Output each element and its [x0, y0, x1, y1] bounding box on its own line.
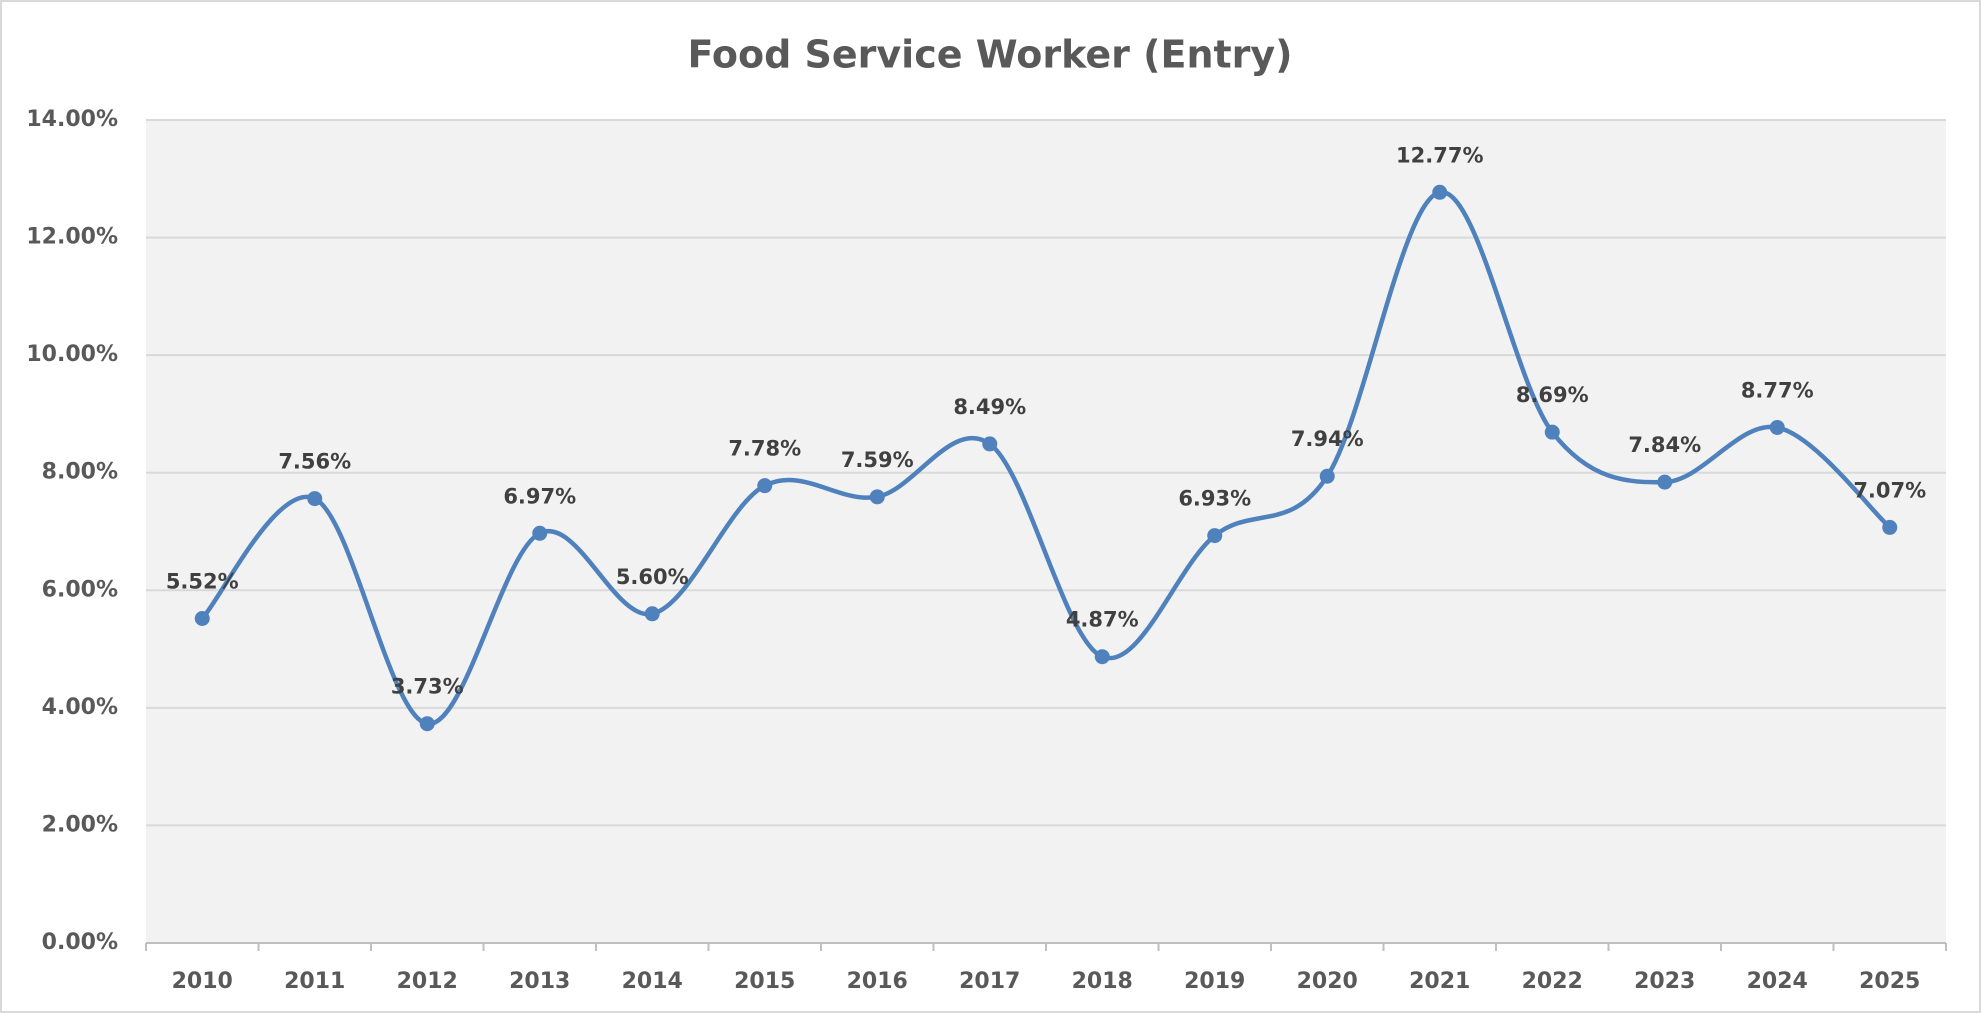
data-label: 6.93% — [1178, 487, 1251, 511]
data-label: 5.60% — [616, 565, 689, 589]
data-label: 7.84% — [1628, 433, 1701, 457]
point — [307, 491, 323, 507]
point — [1657, 474, 1673, 490]
x-tick-label: 2010 — [172, 969, 233, 994]
data-label: 8.49% — [953, 395, 1026, 419]
point — [1319, 468, 1335, 484]
x-tick-label: 2017 — [959, 969, 1020, 994]
point — [1544, 424, 1560, 440]
x-tick-label: 2020 — [1297, 969, 1358, 994]
plot-area — [146, 120, 1946, 943]
x-tick-label: 2011 — [284, 969, 345, 994]
data-label: 7.78% — [728, 437, 801, 461]
x-tick-label: 2019 — [1184, 969, 1245, 994]
y-tick-label: 6.00% — [42, 577, 118, 602]
x-tick-label: 2013 — [509, 969, 570, 994]
y-tick-label: 8.00% — [42, 460, 118, 485]
series-line — [200, 190, 1892, 726]
data-label: 7.94% — [1291, 427, 1364, 451]
point — [757, 478, 773, 494]
point — [1769, 419, 1785, 435]
point — [644, 606, 660, 622]
x-tick-label: 2012 — [397, 969, 458, 994]
point — [982, 436, 998, 452]
point — [1432, 184, 1448, 200]
x-tick-label: 2014 — [622, 969, 683, 994]
data-label: 7.56% — [278, 450, 351, 474]
x-tick-label: 2025 — [1859, 969, 1920, 994]
data-label: 7.07% — [1853, 478, 1926, 502]
data-label: 7.59% — [841, 448, 914, 472]
y-tick-label: 4.00% — [42, 695, 118, 720]
data-label: 8.69% — [1516, 383, 1589, 407]
y-tick-label: 0.00% — [42, 930, 118, 955]
point — [532, 525, 548, 541]
x-tick-label: 2023 — [1634, 969, 1695, 994]
point — [1882, 519, 1898, 535]
y-tick-label: 10.00% — [26, 342, 118, 367]
data-label: 3.73% — [391, 675, 464, 699]
x-tick-label: 2018 — [1072, 969, 1133, 994]
chart-title: Food Service Worker (Entry) — [687, 33, 1292, 77]
data-label: 5.52% — [166, 570, 239, 594]
data-label: 6.97% — [503, 484, 576, 508]
x-tick-label: 2021 — [1409, 969, 1470, 994]
data-label: 4.87% — [1066, 608, 1139, 632]
data-label: 12.77% — [1396, 143, 1483, 167]
y-tick-label: 2.00% — [42, 812, 118, 837]
y-tick-label: 12.00% — [26, 225, 118, 250]
x-tick-label: 2022 — [1522, 969, 1583, 994]
data-label: 8.77% — [1741, 378, 1814, 402]
x-tick-label: 2024 — [1747, 969, 1808, 994]
point — [1094, 649, 1110, 665]
point — [419, 716, 435, 732]
point — [869, 489, 885, 505]
x-tick-label: 2015 — [734, 969, 795, 994]
point — [194, 611, 210, 627]
x-tick-label: 2016 — [847, 969, 908, 994]
y-tick-label: 14.00% — [26, 107, 118, 132]
point — [1207, 528, 1223, 544]
